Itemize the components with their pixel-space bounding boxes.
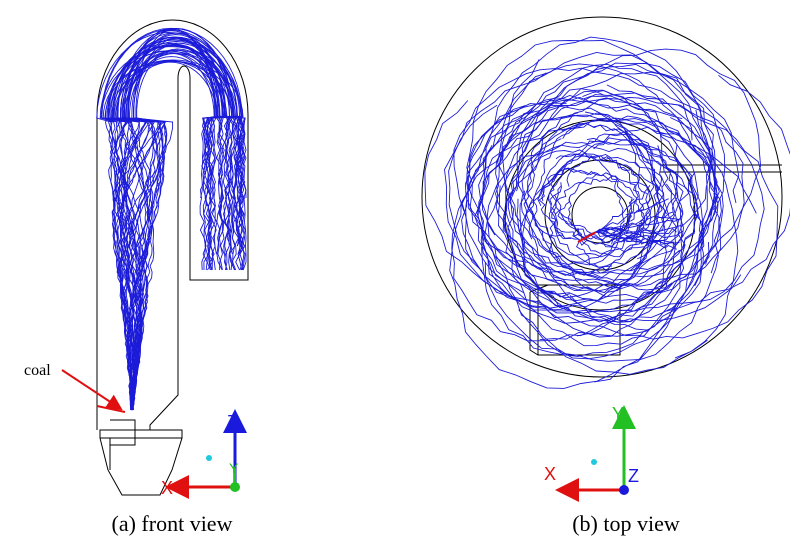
trajectories [97,28,790,410]
trajectory [549,197,651,274]
inlet [110,420,135,445]
z-label: Z [227,412,238,432]
y-label: Y [612,404,624,424]
x-label: X [544,464,556,484]
x-label: X [161,478,173,498]
coal-arrow [62,370,121,409]
marker [591,459,597,465]
origin [619,485,629,495]
axis-triad: Y X Z [544,404,639,495]
axis-triad: Z X Y [161,412,240,498]
trajectory [454,68,764,311]
origin [230,482,240,492]
y-label: Y [229,460,239,476]
coal-label: coal [24,362,51,379]
figure: coal Z X Y Y X Z (a) front view (b) top … [0,0,790,556]
marker [206,455,212,461]
caption: (b) top view [572,511,680,536]
caption: (a) front view [112,511,233,536]
z-label: Z [628,466,639,486]
